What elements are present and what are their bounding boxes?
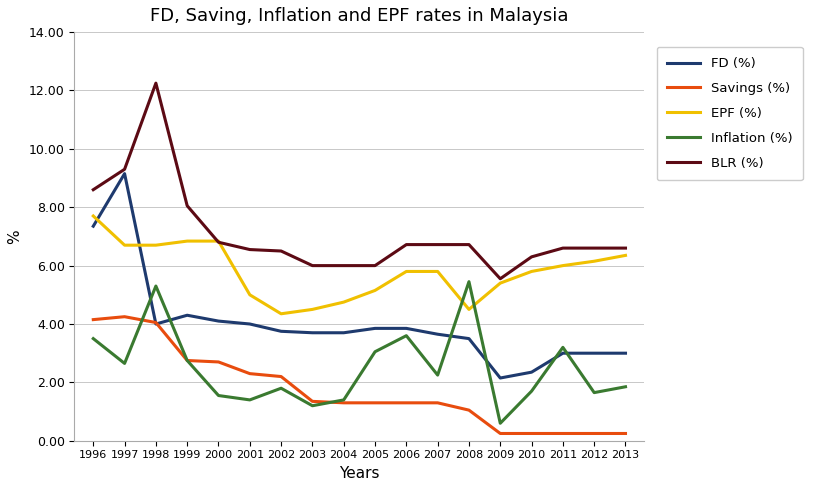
BLR (%) xyxy=(433,242,443,247)
FD (%) xyxy=(401,325,411,331)
BLR (%) xyxy=(307,263,317,268)
EPF (%) xyxy=(558,263,567,268)
Inflation (%) xyxy=(214,393,224,399)
FD (%) xyxy=(370,325,380,331)
Inflation (%) xyxy=(433,372,443,378)
FD (%) xyxy=(496,375,506,381)
Line: BLR (%): BLR (%) xyxy=(93,83,625,279)
Inflation (%) xyxy=(620,384,630,390)
EPF (%) xyxy=(464,306,474,312)
Inflation (%) xyxy=(496,420,506,426)
EPF (%) xyxy=(307,306,317,312)
Inflation (%) xyxy=(527,388,537,394)
BLR (%) xyxy=(88,187,98,193)
Inflation (%) xyxy=(120,361,130,366)
EPF (%) xyxy=(339,299,349,305)
Inflation (%) xyxy=(464,279,474,285)
FD (%) xyxy=(433,331,443,337)
Line: FD (%): FD (%) xyxy=(93,174,625,378)
Savings (%) xyxy=(307,398,317,404)
Inflation (%) xyxy=(151,283,161,289)
BLR (%) xyxy=(464,242,474,247)
Savings (%) xyxy=(496,430,506,436)
Line: Inflation (%): Inflation (%) xyxy=(93,282,625,423)
BLR (%) xyxy=(527,254,537,260)
Inflation (%) xyxy=(370,349,380,355)
Inflation (%) xyxy=(558,345,567,350)
Savings (%) xyxy=(589,430,599,436)
EPF (%) xyxy=(401,268,411,274)
FD (%) xyxy=(307,330,317,336)
Savings (%) xyxy=(214,359,224,365)
Y-axis label: %: % xyxy=(7,229,22,244)
BLR (%) xyxy=(558,245,567,251)
Savings (%) xyxy=(433,400,443,406)
EPF (%) xyxy=(88,213,98,219)
Savings (%) xyxy=(244,371,254,377)
EPF (%) xyxy=(214,238,224,244)
EPF (%) xyxy=(433,268,443,274)
BLR (%) xyxy=(244,246,254,252)
BLR (%) xyxy=(276,248,286,254)
FD (%) xyxy=(464,336,474,342)
BLR (%) xyxy=(401,242,411,247)
Savings (%) xyxy=(276,374,286,380)
BLR (%) xyxy=(151,80,161,86)
BLR (%) xyxy=(370,263,380,268)
BLR (%) xyxy=(120,166,130,172)
Inflation (%) xyxy=(244,397,254,403)
Inflation (%) xyxy=(339,397,349,403)
EPF (%) xyxy=(589,258,599,264)
FD (%) xyxy=(620,350,630,356)
Savings (%) xyxy=(527,430,537,436)
EPF (%) xyxy=(276,311,286,317)
Inflation (%) xyxy=(307,403,317,408)
Savings (%) xyxy=(401,400,411,406)
Savings (%) xyxy=(620,430,630,436)
EPF (%) xyxy=(151,242,161,248)
Legend: FD (%), Savings (%), EPF (%), Inflation (%), BLR (%): FD (%), Savings (%), EPF (%), Inflation … xyxy=(657,47,803,181)
Line: Savings (%): Savings (%) xyxy=(93,317,625,433)
Savings (%) xyxy=(120,314,130,320)
FD (%) xyxy=(276,328,286,334)
EPF (%) xyxy=(620,252,630,258)
FD (%) xyxy=(558,350,567,356)
FD (%) xyxy=(244,321,254,327)
Savings (%) xyxy=(88,317,98,323)
Inflation (%) xyxy=(276,386,286,391)
FD (%) xyxy=(183,312,192,318)
Line: EPF (%): EPF (%) xyxy=(93,216,625,314)
EPF (%) xyxy=(183,238,192,244)
BLR (%) xyxy=(339,263,349,268)
BLR (%) xyxy=(496,276,506,282)
EPF (%) xyxy=(370,287,380,293)
BLR (%) xyxy=(620,245,630,251)
FD (%) xyxy=(120,171,130,177)
Savings (%) xyxy=(558,430,567,436)
Savings (%) xyxy=(464,407,474,413)
FD (%) xyxy=(339,330,349,336)
EPF (%) xyxy=(244,292,254,298)
Savings (%) xyxy=(370,400,380,406)
Inflation (%) xyxy=(183,358,192,364)
BLR (%) xyxy=(589,245,599,251)
EPF (%) xyxy=(496,280,506,286)
Savings (%) xyxy=(339,400,349,406)
Savings (%) xyxy=(151,320,161,325)
FD (%) xyxy=(88,224,98,229)
X-axis label: Years: Years xyxy=(339,466,380,481)
BLR (%) xyxy=(183,203,192,209)
Savings (%) xyxy=(183,358,192,364)
EPF (%) xyxy=(120,242,130,248)
FD (%) xyxy=(527,369,537,375)
FD (%) xyxy=(151,321,161,327)
Inflation (%) xyxy=(88,336,98,342)
BLR (%) xyxy=(214,239,224,245)
Title: FD, Saving, Inflation and EPF rates in Malaysia: FD, Saving, Inflation and EPF rates in M… xyxy=(150,7,568,25)
FD (%) xyxy=(214,318,224,324)
EPF (%) xyxy=(527,268,537,274)
Inflation (%) xyxy=(589,390,599,396)
Inflation (%) xyxy=(401,333,411,339)
FD (%) xyxy=(589,350,599,356)
